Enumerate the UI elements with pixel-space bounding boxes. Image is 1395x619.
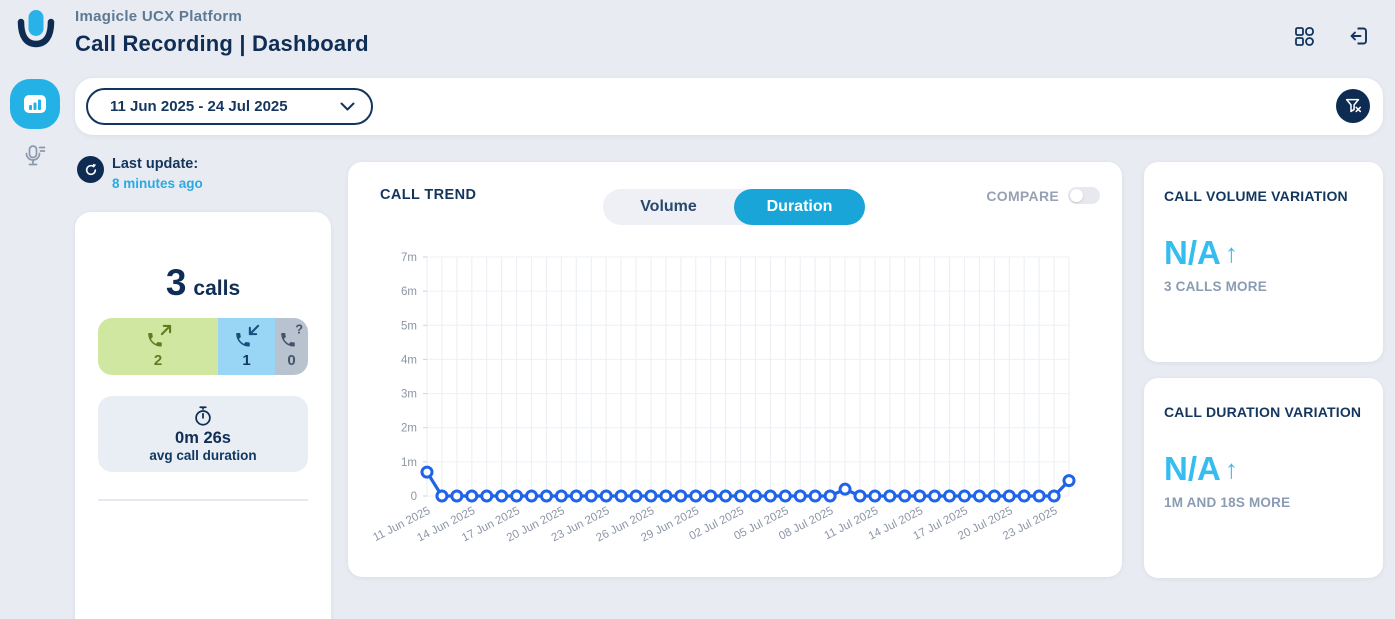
variation-value-text: N/A (1164, 234, 1221, 271)
call-volume-variation-card: CALL VOLUME VARIATION N/A ↑ 3 CALLS MORE (1144, 162, 1383, 362)
clear-filters-button[interactable] (1336, 89, 1370, 123)
up-arrow-icon: ↑ (1224, 237, 1238, 268)
incoming-calls-segment: 1 (218, 318, 275, 375)
call-trend-card: CALL TREND Volume Duration COMPARE 0 1m 2m… (348, 162, 1122, 577)
up-arrow-icon: ↑ (1224, 453, 1238, 484)
logout-button[interactable] (1345, 22, 1373, 50)
calls-summary-card: 3 calls 2 1 (75, 212, 331, 619)
refresh-button[interactable] (77, 156, 104, 183)
avg-call-duration-value: 0m 26s (175, 429, 231, 447)
call-duration-variation-value: N/A ↑ (1164, 450, 1363, 488)
sidebar-item-recordings[interactable] (23, 144, 47, 168)
unanswered-calls-segment: ? 0 (275, 318, 308, 375)
tab-volume[interactable]: Volume (603, 189, 734, 225)
svg-text:6m: 6m (401, 286, 417, 298)
imagicle-logo-icon (17, 10, 55, 48)
outgoing-calls-segment: 2 (98, 318, 218, 375)
outgoing-calls-count: 2 (153, 352, 163, 369)
svg-text:3m: 3m (401, 389, 417, 401)
variation-value-text: N/A (1164, 450, 1221, 487)
tab-duration[interactable]: Duration (734, 189, 865, 225)
unanswered-calls-count: 0 (287, 352, 296, 369)
app-title: Imagicle UCX Platform (75, 8, 243, 25)
avg-call-duration-label: avg call duration (149, 448, 257, 463)
call-type-breakdown: 2 1 ? 0 (98, 318, 308, 375)
avg-call-duration-box: 0m 26s avg call duration (98, 396, 308, 472)
last-update-value: 8 minutes ago (112, 176, 203, 191)
call-duration-variation-card: CALL DURATION VARIATION N/A ↑ 1M AND 18S… (1144, 378, 1383, 578)
apps-grid-icon (1294, 26, 1314, 46)
total-calls: 3 calls (75, 262, 331, 304)
total-calls-count: 3 (165, 262, 187, 303)
logout-icon (1350, 27, 1367, 45)
summary-divider (98, 499, 308, 501)
sidebar-item-dashboard[interactable] (10, 79, 60, 129)
incoming-call-icon (236, 324, 260, 347)
svg-text:0: 0 (411, 491, 417, 503)
svg-text:2m: 2m (401, 423, 417, 435)
compare-control: COMPARE (986, 187, 1100, 204)
date-range-value: 11 Jun 2025 - 24 Jul 2025 (110, 98, 288, 115)
unanswered-call-icon: ? (281, 324, 303, 347)
call-duration-variation-subtitle: 1M AND 18S MORE (1164, 495, 1291, 510)
incoming-calls-count: 1 (242, 352, 251, 369)
last-update-label: Last update: (112, 156, 199, 172)
outgoing-call-icon (147, 324, 171, 347)
call-volume-variation-subtitle: 3 CALLS MORE (1164, 279, 1267, 294)
apps-menu-button[interactable] (1290, 22, 1318, 50)
call-volume-variation-value: N/A ↑ (1164, 234, 1363, 272)
svg-text:7m: 7m (401, 252, 417, 264)
svg-text:4m: 4m (401, 354, 417, 366)
call-duration-variation-title: CALL DURATION VARIATION (1164, 404, 1362, 420)
date-range-select[interactable]: 11 Jun 2025 - 24 Jul 2025 (86, 88, 373, 125)
compare-toggle[interactable] (1068, 187, 1100, 204)
compare-label: COMPARE (986, 187, 1059, 204)
stopwatch-icon (195, 406, 211, 426)
trend-mode-tabs: Volume Duration (603, 189, 865, 225)
microphone-list-icon (25, 145, 46, 166)
svg-text:?: ? (295, 324, 303, 337)
svg-text:5m: 5m (401, 320, 417, 332)
call-volume-variation-title: CALL VOLUME VARIATION (1164, 188, 1348, 204)
call-trend-title: CALL TREND (380, 187, 477, 203)
total-calls-label: calls (193, 277, 241, 300)
page-title: Call Recording | Dashboard (75, 31, 369, 56)
filter-clear-icon (1345, 98, 1362, 113)
refresh-icon (85, 163, 96, 175)
toggle-knob (1070, 189, 1083, 202)
chevron-down-icon (340, 102, 355, 111)
dashboard-chart-icon (24, 95, 46, 113)
svg-text:1m: 1m (401, 457, 417, 469)
